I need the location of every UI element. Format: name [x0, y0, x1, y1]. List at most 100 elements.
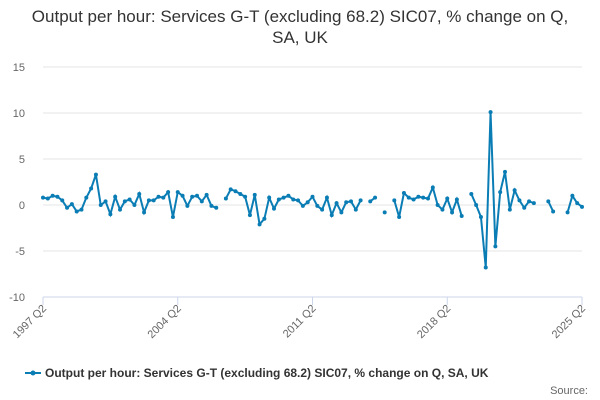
- data-point: [132, 203, 137, 207]
- data-point: [570, 193, 575, 198]
- data-point: [122, 199, 127, 204]
- y-tick-label: 5: [19, 154, 25, 166]
- data-point: [113, 194, 118, 199]
- x-tick-label: 2018 Q2: [415, 303, 453, 341]
- data-point: [272, 206, 276, 211]
- legend-label: Output per hour: Services G-T (excluding…: [45, 366, 489, 380]
- data-point: [478, 214, 483, 219]
- data-point: [60, 198, 65, 203]
- data-point: [108, 212, 113, 217]
- data-point: [498, 190, 503, 195]
- data-point: [310, 194, 315, 199]
- source: Source:: [550, 385, 588, 397]
- data-point: [522, 205, 527, 210]
- data-point: [411, 197, 416, 202]
- data-point: [41, 195, 45, 200]
- data-point: [190, 194, 195, 199]
- data-point: [257, 222, 262, 227]
- data-point: [358, 198, 363, 203]
- x-tick-label: 2004 Q2: [146, 303, 184, 341]
- data-point: [344, 200, 349, 205]
- data-point: [368, 199, 373, 204]
- chart-title: Output per hour: Services G-T (excluding…: [31, 7, 569, 47]
- data-point: [445, 196, 450, 201]
- data-point: [406, 195, 411, 200]
- data-point: [161, 195, 166, 200]
- data-point: [575, 201, 580, 206]
- data-point: [93, 172, 98, 177]
- data-point: [349, 199, 353, 204]
- data-point: [512, 188, 517, 193]
- data-point: [55, 194, 60, 199]
- data-point: [517, 198, 522, 203]
- legend-marker: [30, 370, 36, 376]
- x-tick-label: 2025 Q2: [550, 303, 588, 341]
- data-point: [214, 205, 219, 210]
- data-point: [170, 214, 175, 219]
- data-point: [247, 213, 252, 218]
- data-point: [426, 196, 430, 201]
- data-point: [103, 199, 108, 204]
- data-point: [45, 196, 50, 201]
- data-point: [267, 195, 272, 200]
- data-point: [291, 197, 296, 202]
- data-point: [142, 210, 147, 215]
- data-point: [195, 193, 199, 198]
- data-point: [286, 193, 291, 198]
- data-point: [551, 209, 556, 214]
- data-point: [565, 210, 570, 215]
- y-tick-label: -5: [15, 246, 25, 258]
- data-point: [137, 191, 142, 196]
- data-point: [315, 203, 320, 208]
- y-tick-label: -10: [9, 292, 25, 304]
- data-point: [334, 201, 339, 206]
- data-point: [392, 198, 397, 203]
- data-point: [430, 185, 435, 190]
- data-point: [204, 192, 209, 197]
- data-point: [146, 198, 151, 203]
- data-point: [546, 199, 551, 204]
- data-point: [483, 265, 488, 270]
- data-point: [69, 202, 74, 207]
- data-point: [166, 190, 171, 195]
- data-point: [421, 195, 426, 200]
- data-point: [580, 204, 584, 209]
- data-point: [469, 191, 474, 196]
- x-tick-label: 1997 Q2: [11, 303, 49, 341]
- data-point: [382, 210, 387, 215]
- series-line: [42, 112, 583, 268]
- data-point: [252, 192, 257, 197]
- data-point: [459, 214, 464, 219]
- data-point: [320, 207, 325, 212]
- data-point: [228, 187, 233, 192]
- data-point: [151, 198, 156, 203]
- data-point: [440, 207, 445, 212]
- data-point: [488, 110, 493, 115]
- data-point: [450, 210, 455, 215]
- data-point: [262, 216, 267, 221]
- data-point: [397, 214, 402, 219]
- x-tick-label: 2011 Q2: [281, 303, 319, 341]
- data-point: [223, 196, 228, 201]
- data-point: [527, 199, 532, 204]
- data-point: [74, 209, 79, 214]
- data-point: [127, 197, 132, 202]
- data-point: [84, 195, 89, 200]
- data-point: [65, 205, 70, 210]
- data-point: [416, 194, 421, 199]
- data-point: [238, 191, 243, 196]
- data-point: [324, 195, 329, 200]
- data-point: [209, 203, 214, 208]
- data-point: [454, 197, 459, 202]
- data-point: [276, 197, 281, 202]
- data-point: [233, 189, 238, 194]
- y-tick-label: 10: [13, 108, 25, 120]
- data-point: [435, 203, 440, 207]
- data-point: [50, 193, 55, 198]
- data-point: [156, 194, 161, 199]
- data-point: [305, 200, 310, 205]
- data-point: [296, 198, 301, 203]
- data-point: [493, 244, 498, 249]
- data-point: [243, 194, 248, 199]
